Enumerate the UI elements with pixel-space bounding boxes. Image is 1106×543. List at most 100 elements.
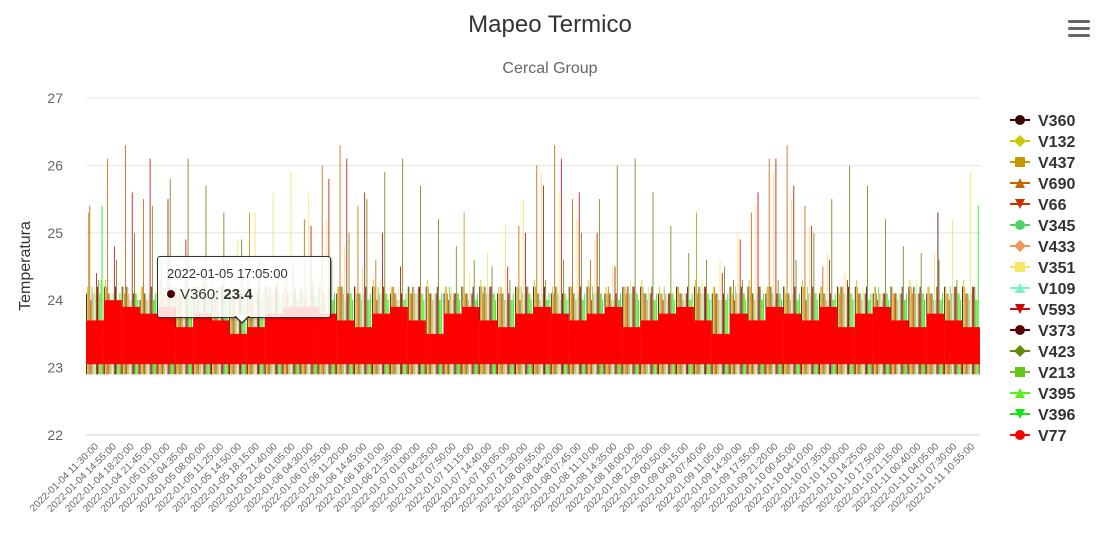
legend-marker-icon xyxy=(1015,262,1025,272)
y-tick-label: 25 xyxy=(47,225,63,241)
bar-v77-band xyxy=(461,306,480,365)
legend-label: V396 xyxy=(1038,407,1075,424)
bar-v77-band xyxy=(926,313,945,365)
bar-v77-band xyxy=(711,333,730,365)
legend-marker-icon xyxy=(1015,409,1025,419)
bar-v690 xyxy=(107,158,109,375)
bar-v77-band xyxy=(533,306,551,365)
bar-v593 xyxy=(757,192,759,375)
bar-v423 xyxy=(348,232,350,375)
bar-v351 xyxy=(952,219,953,375)
bar-v423 xyxy=(491,266,493,375)
bar-v690 xyxy=(518,226,520,375)
legend-label: V77 xyxy=(1038,428,1067,445)
bar-v77-band xyxy=(300,306,319,365)
bar-v77-band xyxy=(676,306,694,365)
bar-v690 xyxy=(572,199,573,375)
hamburger-menu-icon[interactable] xyxy=(1060,16,1098,46)
bar-v690 xyxy=(768,158,770,375)
legend-item-v132[interactable]: V132 xyxy=(1010,134,1075,151)
bar-v351 xyxy=(773,172,775,375)
bar-v77-band xyxy=(908,327,927,365)
legend-item-v433[interactable]: V433 xyxy=(1010,239,1075,256)
legend-marker-icon xyxy=(1015,220,1025,230)
legend-item-v423[interactable]: V423 xyxy=(1010,344,1075,361)
bar-v351 xyxy=(809,226,810,375)
legend-item-v66[interactable]: V66 xyxy=(1010,197,1067,214)
bar-v593 xyxy=(775,158,777,375)
bar-v77-band xyxy=(550,313,569,365)
legend-marker-icon xyxy=(1015,157,1025,167)
bar-v593 xyxy=(149,158,151,375)
legend-item-v213[interactable]: V213 xyxy=(1010,365,1075,382)
bar-v345 xyxy=(234,286,236,375)
legend-item-v396[interactable]: V396 xyxy=(1010,407,1075,424)
bar-v423 xyxy=(867,185,868,375)
bar-v423 xyxy=(920,253,922,375)
bar-v593 xyxy=(382,232,383,375)
bar-v423 xyxy=(902,246,904,375)
legend-item-v345[interactable]: V345 xyxy=(1010,218,1075,235)
y-tick-label: 23 xyxy=(47,360,63,376)
legend: V360 V132 V437 V690 V66 V345 V433 V351 V109 V593 V… xyxy=(1010,113,1075,445)
bar-v77-band xyxy=(783,313,802,365)
bar-v423 xyxy=(151,205,153,375)
bar-v437 xyxy=(696,212,697,375)
bar-v77-band xyxy=(854,313,873,365)
bar-v77-band xyxy=(282,306,301,365)
bar-v690 xyxy=(804,205,806,375)
bar-v77-band xyxy=(962,327,980,365)
bar-v351 xyxy=(344,246,345,375)
bar-v77-band xyxy=(246,327,265,365)
bar-v77-band xyxy=(211,320,230,365)
legend-item-v360[interactable]: V360 xyxy=(1010,113,1075,130)
legend-label: V433 xyxy=(1038,239,1075,256)
bar-v77-band xyxy=(425,333,444,365)
bar-v77-band xyxy=(354,327,373,365)
legend-item-v351[interactable]: V351 xyxy=(1010,260,1075,277)
bar-v396 xyxy=(977,205,979,375)
tooltip-series-name: V360 xyxy=(180,286,216,303)
bar-v77-band xyxy=(86,320,104,365)
bar-v423 xyxy=(598,199,600,375)
bar-v593 xyxy=(739,239,741,375)
bar-v593 xyxy=(793,185,795,375)
legend-marker-icon xyxy=(1015,283,1025,293)
bar-v593 xyxy=(507,266,509,375)
bar-v423 xyxy=(438,219,439,375)
legend-item-v109[interactable]: V109 xyxy=(1010,281,1075,298)
bar-v77-band xyxy=(747,320,766,365)
bar-v690 xyxy=(339,145,341,375)
bar-v77-band xyxy=(193,313,212,365)
y-axis-ticks: 22 23 24 25 26 27 xyxy=(47,90,63,443)
bar-v77-band xyxy=(443,313,462,365)
bar-v77-band xyxy=(568,320,587,365)
bar-v351 xyxy=(576,219,578,375)
bar-v423 xyxy=(134,232,135,375)
legend-marker-icon xyxy=(1014,240,1026,252)
legend-item-v373[interactable]: V373 xyxy=(1010,323,1075,340)
legend-item-v395[interactable]: V395 xyxy=(1010,386,1075,403)
bar-v351 xyxy=(791,199,792,375)
legend-label: V213 xyxy=(1038,365,1075,382)
bar-v593 xyxy=(596,232,598,375)
legend-label: V351 xyxy=(1038,260,1075,277)
bar-v437 xyxy=(427,286,429,375)
legend-label: V345 xyxy=(1038,218,1075,235)
y-axis-label: Temperatura xyxy=(17,221,34,311)
bar-v423 xyxy=(616,165,618,375)
bar-v690 xyxy=(357,205,359,375)
bar-v77-band xyxy=(604,306,623,365)
legend-item-v77[interactable]: V77 xyxy=(1010,428,1067,445)
bar-v690 xyxy=(536,165,538,375)
bar-v351 xyxy=(487,253,488,375)
bar-v690 xyxy=(750,212,752,375)
bar-v77-band xyxy=(515,313,533,365)
legend-item-v437[interactable]: V437 xyxy=(1010,155,1075,172)
legend-marker-icon xyxy=(1014,345,1026,357)
legend-item-v690[interactable]: V690 xyxy=(1010,176,1075,193)
bar-v77-band xyxy=(586,313,605,365)
legend-item-v593[interactable]: V593 xyxy=(1010,302,1075,319)
